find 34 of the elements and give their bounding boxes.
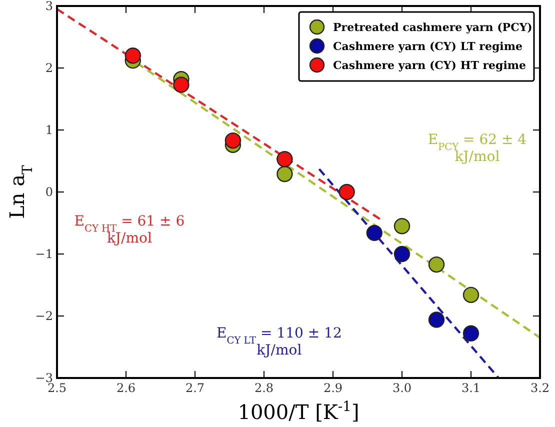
x-tick-label: 2.6 xyxy=(116,381,136,395)
annotation: E$_{PCY}$ = 62 ± 4 kJ/mol xyxy=(428,132,527,165)
x-tick-label: 2.8 xyxy=(254,381,274,395)
point xyxy=(124,48,141,64)
legend-label: Pretreated cashmere yarn (PCY) xyxy=(333,21,532,34)
point xyxy=(224,132,242,149)
y-tick-label: 1 xyxy=(45,123,53,137)
y-tick-label: −1 xyxy=(35,247,53,261)
x-tick-label: 3.0 xyxy=(392,381,412,395)
legend-label: Cashmere yarn (CY) HT regime xyxy=(333,59,526,72)
y-tick-label: −2 xyxy=(35,309,53,323)
point xyxy=(428,312,445,328)
x-tick-label: 3.1 xyxy=(461,381,481,395)
y-tick-label: 0 xyxy=(45,185,53,199)
point xyxy=(338,184,355,200)
point xyxy=(173,76,190,93)
x-tick-label: 2.9 xyxy=(323,381,343,395)
legend-label: Cashmere yarn (CY) LT regime xyxy=(333,40,522,53)
point xyxy=(394,246,410,262)
x-axis-title: 1000/T [K$^{-1}$] xyxy=(238,399,360,424)
annotation: E$_{CY HT}$ = 61 ± 6 kJ/mol xyxy=(74,214,185,247)
x-tick-label: 3.2 xyxy=(530,381,550,395)
annotation: E$_{CY LT}$ = 110 ± 12 kJ/mol xyxy=(216,325,342,358)
y-tick-label: 2 xyxy=(45,61,53,75)
point xyxy=(394,218,410,234)
point xyxy=(276,151,293,168)
y-tick-label: 3 xyxy=(45,0,53,13)
point xyxy=(366,224,382,242)
point xyxy=(428,256,445,273)
point xyxy=(462,325,480,342)
x-tick-label: 2.7 xyxy=(185,381,205,395)
x-tick-label: 2.5 xyxy=(47,381,67,395)
point xyxy=(462,286,480,304)
point xyxy=(276,166,293,182)
